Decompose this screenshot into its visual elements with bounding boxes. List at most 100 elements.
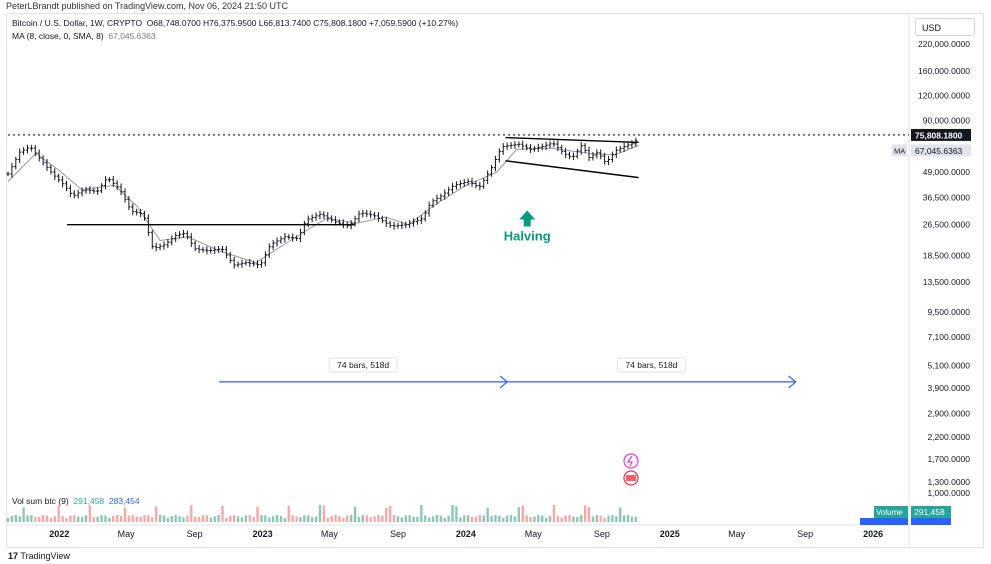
price-bar	[400, 221, 404, 230]
volume-bar	[365, 515, 368, 522]
volume-bar	[556, 516, 560, 522]
price-bar	[119, 183, 123, 196]
price-bar	[53, 168, 57, 180]
price-bar	[252, 260, 256, 267]
price-bar	[415, 217, 420, 225]
volume-bar	[287, 505, 290, 522]
volume-bar	[451, 505, 454, 522]
lightning-event-icon	[623, 453, 639, 469]
volume-bar	[310, 517, 314, 522]
price-bar	[14, 156, 18, 170]
volume-bar	[190, 505, 193, 522]
price-bar	[419, 215, 423, 224]
price-bar	[528, 144, 533, 154]
price-bar	[294, 235, 299, 241]
ma-tag-label: MA	[894, 146, 905, 155]
moving-average-layer	[7, 144, 639, 264]
price-bar	[408, 219, 412, 229]
volume-bar	[439, 515, 443, 522]
price-bar	[626, 142, 630, 149]
price-bar	[21, 147, 26, 156]
volume-bar	[334, 515, 337, 522]
legend-ma-value: 67,045.6363	[108, 31, 156, 41]
volume-bar	[256, 506, 259, 522]
volume-bar	[603, 517, 606, 522]
price-bar	[84, 186, 88, 194]
price-bar	[115, 180, 119, 190]
price-bar	[99, 183, 104, 194]
price-bar	[583, 143, 587, 154]
tradingview-logo[interactable]: 17 TradingView	[8, 551, 70, 561]
legend-vol-label[interactable]: Vol sum btc (9)	[12, 496, 69, 506]
volume-bar	[482, 515, 485, 522]
volume-bar	[162, 515, 166, 522]
price-bar	[525, 143, 529, 151]
volume-bar	[521, 505, 524, 522]
price-bar	[248, 258, 252, 268]
price-bar	[404, 221, 408, 229]
volume-bar	[209, 517, 212, 522]
volume-bar	[147, 515, 150, 522]
volume-bar	[455, 506, 458, 522]
volume-bar	[420, 505, 423, 522]
price-bar	[322, 211, 326, 219]
price-bar	[57, 173, 61, 183]
volume-bar	[217, 515, 220, 522]
volume-bar	[104, 515, 107, 522]
price-bar	[458, 180, 462, 188]
price-bar	[392, 221, 396, 230]
price-bar	[567, 151, 572, 159]
price-bar	[579, 141, 583, 155]
price-bar	[396, 222, 400, 229]
y-tick-label: 3,900.0000	[927, 383, 970, 393]
price-bar	[107, 177, 111, 183]
legend-vol-value-2: 283,454	[108, 496, 140, 506]
price-bar	[41, 155, 45, 166]
price-bar	[236, 261, 240, 268]
volume-bar	[400, 517, 404, 522]
price-bar	[388, 220, 392, 229]
volume-bar	[279, 515, 283, 522]
volume-bar	[135, 516, 138, 522]
volume-bar	[326, 517, 329, 522]
volume-bar	[576, 516, 579, 522]
price-bar	[505, 142, 509, 150]
halving-annotation: Halving	[504, 210, 551, 244]
volume-value-badge	[911, 506, 951, 518]
price-bar	[618, 145, 622, 153]
publisher-credit: PeterLBrandt published on TradingView.co…	[6, 1, 289, 11]
price-bar	[131, 203, 135, 216]
legend-symbol[interactable]: Bitcoin / U.S. Dollar, 1W, CRYPTO	[12, 18, 143, 28]
price-bar	[275, 237, 279, 247]
volume-bar	[388, 505, 392, 522]
price-bar	[197, 245, 201, 254]
price-bar	[103, 176, 108, 190]
volume-bar	[240, 517, 244, 522]
legend-ma-label[interactable]: MA (8, close, 0, SMA, 8)	[12, 31, 104, 41]
volume-bar	[174, 515, 177, 522]
price-bar	[556, 140, 560, 152]
price-bar	[610, 151, 615, 163]
price-bar	[595, 149, 599, 159]
price-bar	[318, 210, 322, 220]
volume-bar	[166, 517, 170, 522]
volume-bar	[34, 516, 37, 522]
price-bar	[10, 162, 14, 178]
price-bar	[193, 240, 197, 252]
price-bar	[431, 198, 435, 208]
price-bar	[314, 212, 318, 221]
volume-bar	[252, 516, 255, 522]
price-bar	[552, 140, 556, 148]
price-bar	[450, 182, 455, 194]
price-bar	[443, 189, 447, 200]
volume-bar	[271, 516, 275, 522]
volume-bar	[509, 515, 513, 522]
volume-bar	[41, 515, 45, 522]
currency-button[interactable]: USD	[915, 18, 975, 36]
volume-layer	[6, 505, 638, 522]
price-bar	[466, 178, 470, 186]
price-bar	[33, 144, 37, 157]
chart-frame	[6, 13, 984, 548]
price-bar	[509, 142, 513, 149]
